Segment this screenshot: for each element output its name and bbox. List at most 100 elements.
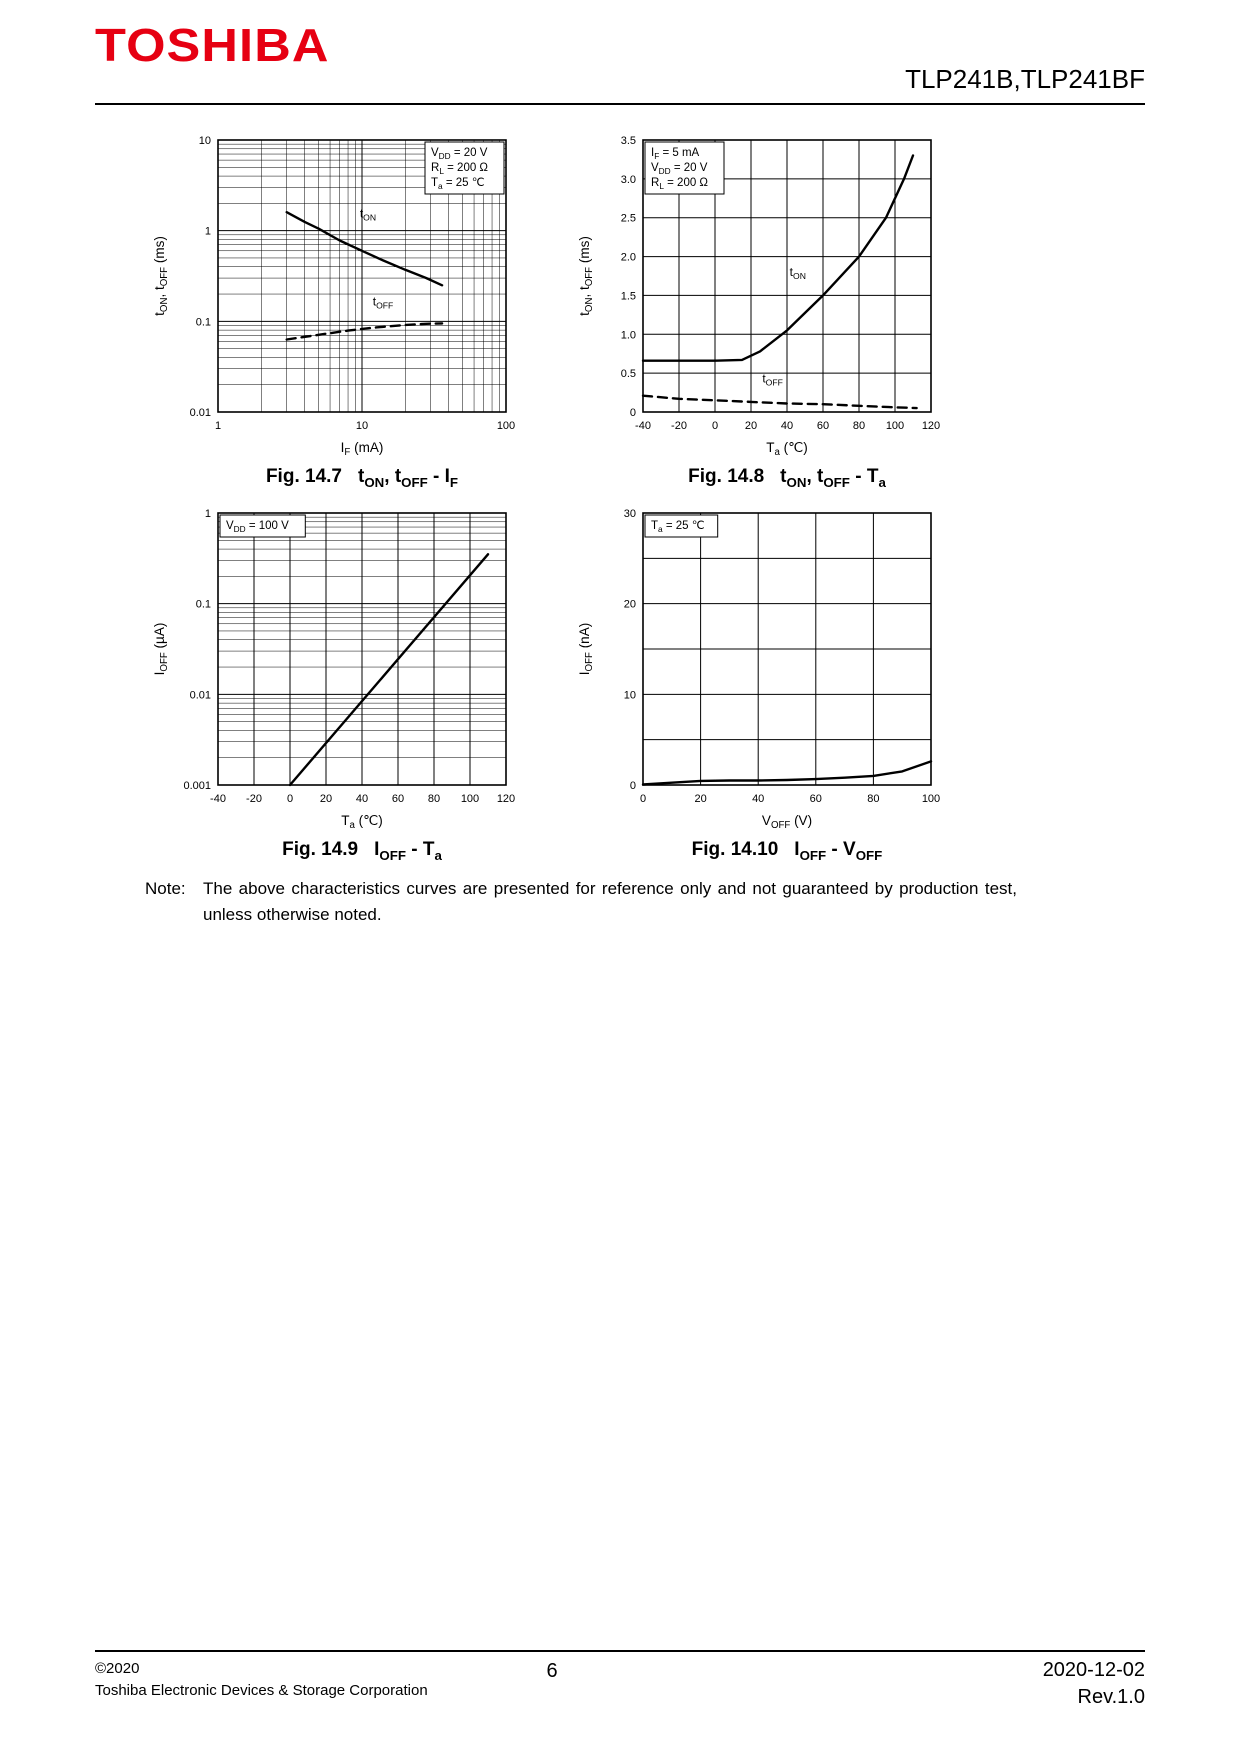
svg-text:3.0: 3.0 [621,174,636,186]
svg-text:40: 40 [356,793,368,805]
svg-text:100: 100 [886,420,904,432]
svg-text:1: 1 [205,226,211,238]
svg-text:0.001: 0.001 [183,780,211,792]
svg-text:-20: -20 [671,420,687,432]
footer: ©2020 Toshiba Electronic Devices & Stora… [95,1650,1145,1722]
svg-text:60: 60 [392,793,404,805]
svg-text:0: 0 [640,793,646,805]
caption-title: IOFF - VOFF [794,839,883,863]
svg-text:120: 120 [497,793,515,805]
svg-text:100: 100 [497,420,515,432]
svg-text:20: 20 [624,599,636,611]
caption-fig-number: Fig. 14.10 [691,839,779,860]
svg-text:Ta (℃): Ta (℃) [766,440,808,458]
svg-text:-40: -40 [635,420,651,432]
svg-text:2.5: 2.5 [621,213,636,225]
svg-text:RL = 200 Ω: RL = 200 Ω [431,162,488,176]
svg-text:20: 20 [320,793,332,805]
caption-fig-number: Fig. 14.7 [265,466,342,487]
note-label: Note: [145,879,186,898]
svg-text:2.0: 2.0 [621,252,636,264]
svg-text:tON, tOFF (ms): tON, tOFF (ms) [577,236,595,316]
caption-title: IOFF - Ta [374,839,442,863]
svg-text:IF (mA): IF (mA) [341,440,384,458]
svg-text:IOFF (nA): IOFF (nA) [577,623,595,675]
svg-text:IOFF (µA): IOFF (µA) [152,623,170,676]
svg-text:0.1: 0.1 [196,599,211,611]
svg-text:0.01: 0.01 [190,407,211,419]
header-rule [95,103,1145,105]
svg-text:10: 10 [624,689,636,701]
svg-text:10: 10 [356,420,368,432]
svg-text:1.5: 1.5 [621,290,636,302]
svg-text:tON, tOFF (ms): tON, tOFF (ms) [152,236,170,316]
svg-text:RL = 200 Ω: RL = 200 Ω [651,177,708,191]
chart-caption: Fig. 14.10 IOFF - VOFF [631,839,943,863]
caption-fig-number: Fig. 14.8 [688,466,765,487]
svg-text:Ta = 25 ℃: Ta = 25 ℃ [431,177,485,191]
svg-text:Ta (℃): Ta (℃) [341,813,383,831]
svg-text:0.1: 0.1 [196,316,211,328]
svg-text:tON: tON [360,206,376,222]
chart-canvas-ton-toff-ta: -40 -20 0 20 40 60 80 100 120 0 0.5 1.0 1.5 2.0 2.5 3.0… [577,135,940,458]
svg-text:80: 80 [853,420,865,432]
svg-text:80: 80 [867,793,879,805]
svg-text:IF = 5 mA: IF = 5 mA [651,147,700,161]
toshiba-logo: TOSHIBA [95,19,330,71]
svg-text:VDD = 100 V: VDD = 100 V [226,520,289,534]
chart-caption: Fig. 14.9 IOFF - Ta [206,839,518,863]
svg-text:1: 1 [205,508,211,520]
footer-company: Toshiba Electronic Devices & Storage Cor… [95,1681,428,1699]
chart-canvas-ioff-ta: -40 -20 0 20 40 60 80 100 120 0.001 0.01 0.1 1 Ta (℃)… [152,508,515,831]
chart-canvas-ioff-voff: 0 20 40 60 80 100 0 10 20 30 VOFF (V) IOFF (nA) Ta =… [577,508,940,831]
svg-text:VDD = 20 V: VDD = 20 V [651,162,708,176]
svg-text:80: 80 [428,793,440,805]
svg-text:100: 100 [461,793,479,805]
svg-text:60: 60 [817,420,829,432]
svg-text:30: 30 [624,508,636,520]
svg-text:-20: -20 [246,793,262,805]
svg-text:0: 0 [287,793,293,805]
svg-text:1: 1 [215,420,221,432]
svg-text:3.5: 3.5 [621,135,636,147]
svg-text:0.01: 0.01 [190,689,211,701]
svg-text:0: 0 [630,780,636,792]
part-number: TLP241B,TLP241BF [905,64,1145,94]
svg-text:-40: -40 [210,793,226,805]
caption-title: tON, tOFF - Ta [780,466,886,490]
footer-left: ©2020 Toshiba Electronic Devices & Stora… [95,1658,428,1702]
svg-text:tOFF: tOFF [762,371,783,387]
footer-right: 2020-12-02 Rev.1.0 [1043,1657,1145,1711]
svg-text:40: 40 [752,793,764,805]
chart-fig-14-9: -40 -20 0 20 40 60 80 100 120 0.001 0.01 0.1 1 Ta (℃)… [148,497,518,863]
svg-text:tON: tON [790,265,806,281]
footer-page-number: 6 [546,1660,558,1682]
svg-text:0: 0 [630,407,636,419]
note-text: The above characteristics curves are pre… [203,879,1017,925]
svg-text:120: 120 [922,420,940,432]
caption-fig-number: Fig. 14.9 [282,839,359,860]
svg-text:20: 20 [694,793,706,805]
svg-text:VOFF (V): VOFF (V) [762,813,812,831]
svg-text:40: 40 [781,420,793,432]
footer-revision: Rev.1.0 [1077,1686,1145,1708]
chart-fig-14-8: -40 -20 0 20 40 60 80 100 120 0 0.5 1.0 1.5 2.0 2.5 3.0… [573,124,943,490]
svg-text:Ta = 25 ℃: Ta = 25 ℃ [651,520,705,534]
svg-text:0: 0 [712,420,718,432]
footer-date: 2020-12-02 [1042,1659,1145,1681]
svg-text:10: 10 [199,135,211,147]
chart-caption: Fig. 14.8 tON, tOFF - Ta [631,466,943,490]
svg-text:1.0: 1.0 [621,329,636,341]
caption-title: tON, tOFF - IF [357,466,459,490]
chart-fig-14-7: 1 10 100 0.01 0.1 1 10 IF (mA) tON, tOFF (ms) VDD… [148,124,518,490]
note: Note: The above characteristics curves a… [145,876,1017,929]
svg-text:0.5: 0.5 [621,368,636,380]
svg-text:100: 100 [922,793,940,805]
svg-text:60: 60 [810,793,822,805]
chart-fig-14-10: 0 20 40 60 80 100 0 10 20 30 VOFF (V) IOFF (nA) Ta =… [573,497,943,863]
chart-canvas-ton-toff-if: 1 10 100 0.01 0.1 1 10 IF (mA) tON, tOFF (ms) VDD… [152,135,515,458]
chart-caption: Fig. 14.7 tON, tOFF - IF [206,466,518,490]
svg-text:tOFF: tOFF [373,294,394,310]
footer-copyright: ©2020 [95,1660,140,1677]
